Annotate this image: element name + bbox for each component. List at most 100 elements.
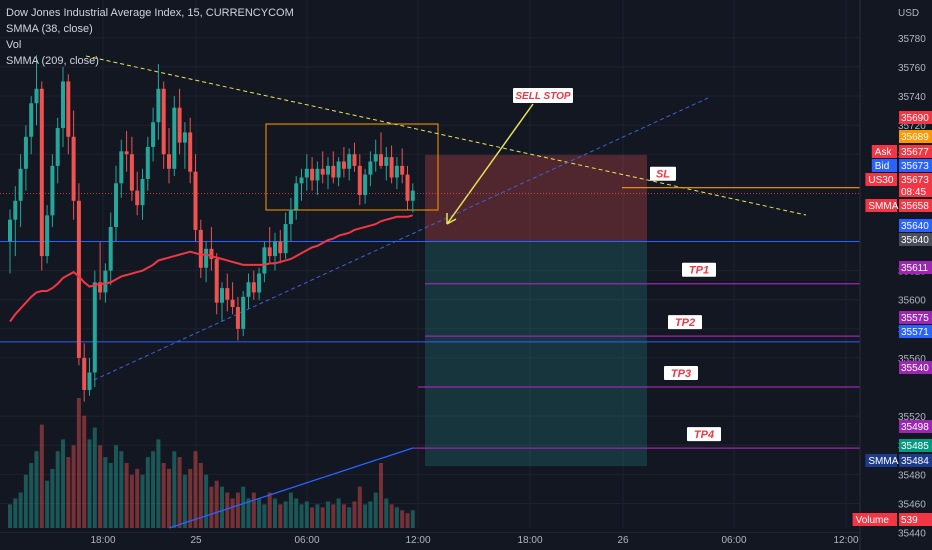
volume-bar	[177, 457, 182, 528]
price-tag-label-bg	[865, 173, 897, 186]
price-tag-value: 35498	[901, 422, 929, 433]
volume-bar	[124, 463, 129, 528]
price-tag-label-bg	[852, 513, 897, 526]
volume-bar	[394, 507, 399, 528]
candle-body	[336, 161, 341, 178]
candle-body	[167, 154, 171, 169]
volume-bar	[61, 439, 65, 528]
volume-bar	[119, 451, 124, 528]
volume-bar	[241, 486, 246, 528]
price-tag-label: Ask	[875, 147, 893, 158]
candle-body	[76, 200, 81, 358]
price-tag-value: 35673	[901, 175, 929, 186]
volume-bar	[320, 507, 325, 528]
price-tag	[899, 130, 932, 143]
candle-body	[8, 219, 12, 242]
price-tag-value: 35673	[901, 161, 929, 172]
candle-body	[379, 154, 383, 166]
candle-body	[151, 122, 156, 147]
upper-trendline	[85, 55, 807, 216]
candle-body	[34, 88, 39, 104]
volume-bar	[273, 498, 277, 528]
chart-legend: Dow Jones Industrial Average Index, 15, …	[6, 5, 294, 69]
sell-stop-label-bg	[513, 88, 573, 103]
price-tag-extra: 08:45	[901, 187, 926, 198]
candle-body	[98, 282, 103, 293]
x-tick-label: 18:00	[90, 535, 115, 546]
volume-bar	[76, 398, 81, 528]
volume-bar	[410, 510, 415, 528]
chart-title[interactable]: Dow Jones Industrial Average Index, 15, …	[6, 7, 294, 19]
trade-level-label-bg	[687, 427, 721, 442]
price-tag	[899, 233, 932, 246]
volume-bar	[103, 457, 108, 528]
volume-bar	[45, 480, 50, 528]
volume-bar	[114, 445, 118, 528]
candle-body	[108, 226, 113, 271]
price-tag	[899, 454, 932, 467]
volume-bar	[172, 451, 177, 528]
price-tag-value: 35640	[901, 235, 929, 246]
candle-body	[204, 248, 209, 268]
volume-bar	[294, 498, 299, 528]
candle-body	[257, 273, 262, 293]
trade-level-label: TP4	[694, 429, 714, 441]
volume-bar	[39, 424, 44, 528]
indicator-vol[interactable]: Vol	[6, 39, 22, 51]
volume-bar	[235, 492, 240, 528]
volume-bar	[34, 451, 39, 528]
price-tag-label-bg	[871, 159, 897, 172]
volume-bar	[214, 480, 219, 528]
price-tag-value: 35689	[901, 132, 929, 143]
trade-level-label-bg	[664, 366, 698, 381]
candle-body	[394, 165, 399, 178]
candle-body	[13, 200, 18, 220]
price-tag-value: 35677	[901, 147, 929, 158]
indicator-smma-209[interactable]: SMMA (209, close)	[6, 55, 99, 67]
x-tick-label: 26	[617, 535, 629, 546]
candle-body	[299, 177, 304, 184]
price-tag	[899, 325, 932, 338]
price-tag-value: 35640	[901, 221, 929, 232]
lower-trendline	[93, 97, 709, 381]
volume-bar	[108, 463, 113, 528]
candle-body	[405, 174, 410, 201]
candle-body	[368, 161, 373, 175]
price-tag-label: Bid	[875, 161, 889, 172]
volume-bar	[331, 504, 336, 528]
consolidation-box	[265, 123, 439, 211]
price-tag-label: Volume	[856, 515, 890, 526]
volume-bar	[251, 492, 256, 528]
indicator-smma-38[interactable]: SMMA (38, close)	[6, 23, 93, 35]
y-tick-label: 35760	[898, 63, 926, 74]
candle-body	[214, 258, 219, 303]
volume-bar	[145, 457, 150, 528]
volume-bar	[23, 474, 28, 528]
candle-body	[156, 88, 161, 123]
price-tag	[899, 111, 932, 124]
price-tag	[899, 219, 932, 232]
volume-bar	[225, 492, 230, 528]
candle-body	[357, 165, 362, 195]
candle-body	[119, 151, 124, 184]
volume-bar	[400, 510, 405, 528]
volume-bars	[8, 398, 415, 528]
candle-body	[283, 224, 288, 254]
sell-stop-arrowhead	[446, 213, 457, 225]
candle-body	[347, 154, 352, 169]
candle-body	[410, 190, 415, 201]
candle-body	[294, 183, 299, 210]
x-tick-label: 25	[190, 535, 202, 546]
volume-bar	[363, 504, 368, 528]
volume-bar	[220, 486, 224, 528]
volume-bar	[368, 501, 373, 528]
candle-body	[114, 183, 118, 227]
volume-bar	[50, 468, 55, 528]
price-tag-value: 35484	[901, 456, 929, 467]
candle-body	[246, 282, 251, 297]
price-tag	[899, 159, 932, 172]
candle-body	[145, 146, 150, 179]
candle-body	[135, 190, 140, 206]
candle-body	[384, 157, 389, 166]
